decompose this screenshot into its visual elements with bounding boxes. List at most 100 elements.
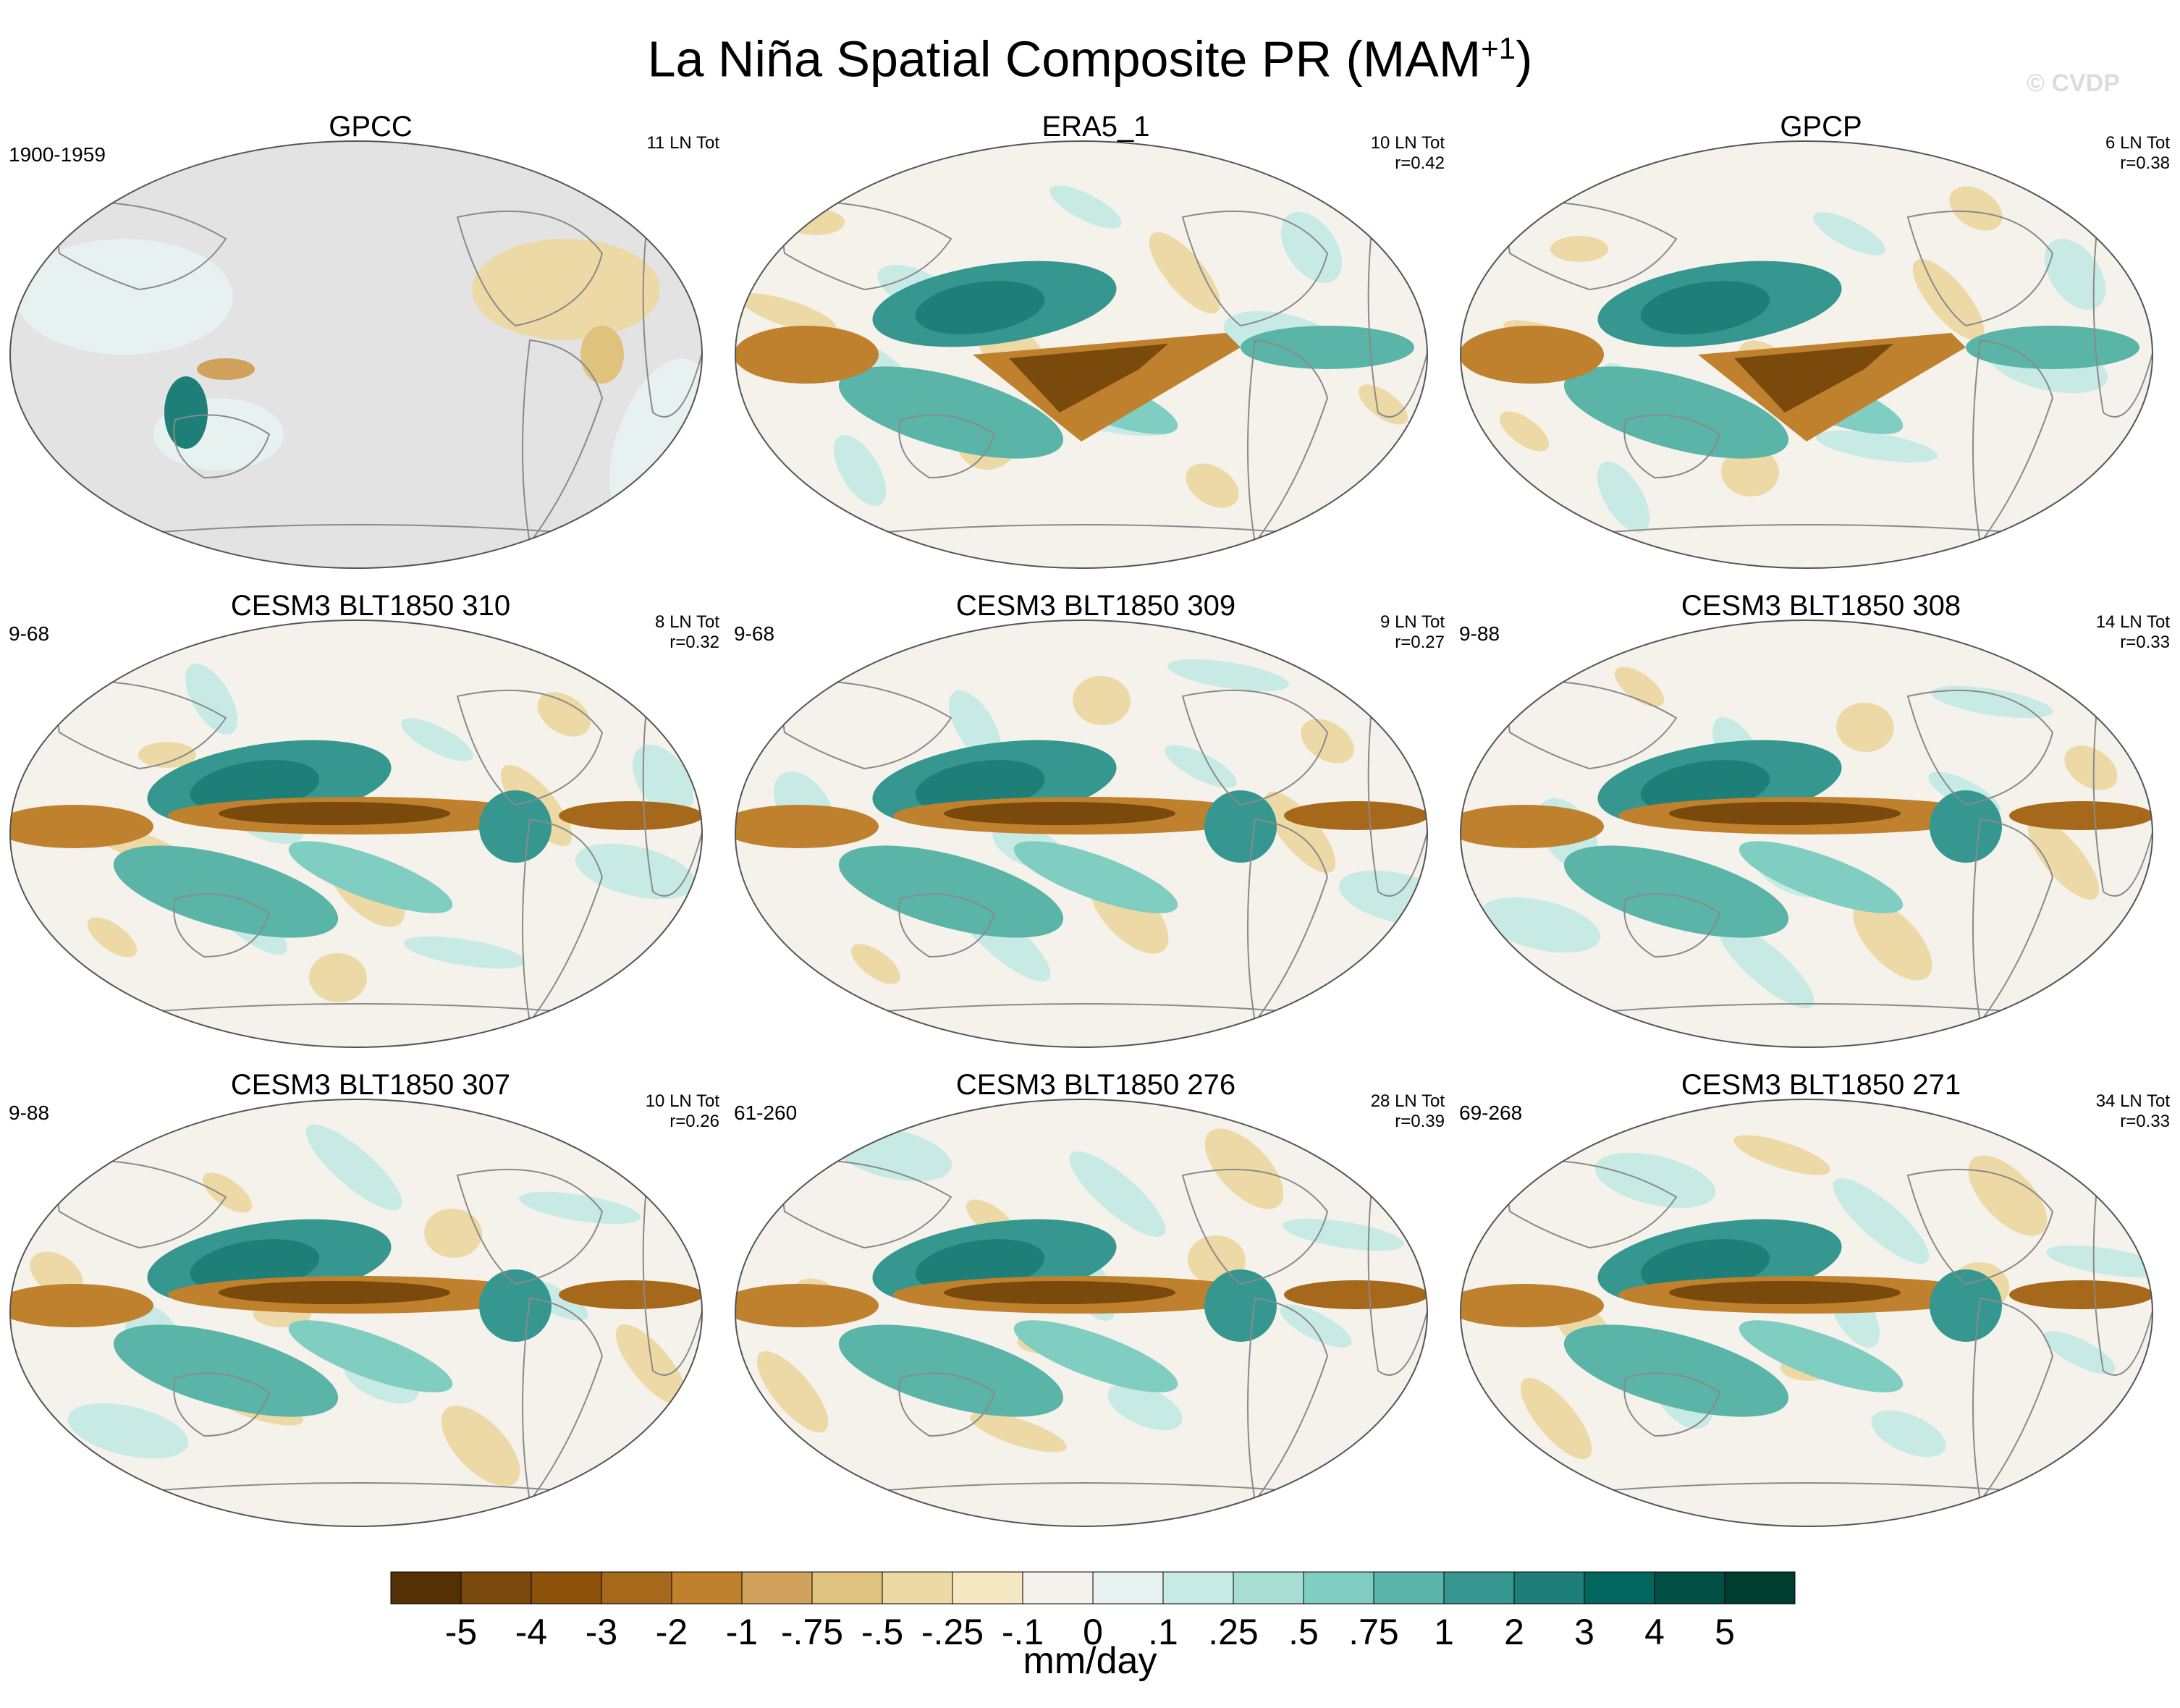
continent-outline [51, 680, 227, 770]
panel-stats: 6 LN Tot r=0.38 [2105, 133, 2170, 174]
map-globe [1460, 140, 2153, 569]
colorbar-swatch [882, 1571, 953, 1605]
dry-anomaly [944, 1281, 1175, 1304]
map-globe [9, 620, 703, 1048]
dry-anomaly [1669, 802, 1901, 825]
continent-outline [117, 1482, 603, 1494]
ln-total: 6 LN Tot [2105, 133, 2170, 153]
colorbar-swatch [952, 1571, 1023, 1605]
globe-border [1460, 140, 2153, 569]
title-close: ) [1516, 30, 1533, 88]
panel-title: CESM3 BLT1850 310 [230, 590, 511, 622]
wet-anomaly [1930, 790, 2002, 863]
continent-outline [1906, 1168, 2054, 1285]
continent-outline [1972, 818, 2054, 1024]
colorbar-swatch [460, 1571, 532, 1605]
wet-anomaly [1640, 281, 1770, 334]
anomaly-blob [1264, 791, 1336, 874]
pattern-correlation: r=0.26 [669, 1112, 719, 1131]
continent-outline [117, 524, 603, 536]
globe-border [735, 140, 1428, 569]
dry-anomaly [219, 1281, 450, 1304]
globe-border [1460, 1099, 2153, 1527]
continent-outline [456, 210, 604, 327]
continent-outline [842, 1003, 1328, 1015]
pattern-correlation: r=0.38 [2120, 153, 2170, 173]
colorbar-swatch [1584, 1571, 1655, 1605]
anomaly-blob [1167, 659, 1290, 692]
wet-anomaly [479, 1269, 552, 1342]
anomaly-blob [2043, 1331, 2116, 1374]
continent-outline [1567, 524, 2053, 536]
dry-anomaly [944, 802, 1175, 825]
wet-anomaly [288, 841, 453, 913]
anomaly-blob [401, 718, 473, 761]
anomaly-blob [1594, 1152, 1716, 1209]
colorbar-swatch [671, 1571, 743, 1605]
wet-anomaly [1738, 1320, 1904, 1392]
map-panel: CESM3 BLT1850 308 9-88 14 LN Tot r=0.33 [1459, 588, 2180, 1048]
map-globe [9, 140, 703, 569]
panel-title: CESM3 BLT1850 307 [230, 1069, 511, 1101]
dry-anomaly [1461, 805, 1604, 848]
continent-outline [1247, 1297, 1329, 1503]
dry-anomaly [219, 802, 450, 825]
map-panel: GPCP 6 LN Tot r=0.38 [1459, 109, 2180, 569]
continent-outline [173, 893, 271, 958]
continent-outline [456, 1168, 604, 1285]
dry-anomaly [1461, 326, 1604, 384]
continent-outline [1623, 893, 1721, 958]
panel-title: ERA5_1 [1042, 111, 1150, 143]
anomaly-blob [138, 742, 196, 768]
anomaly-blob [1718, 922, 1814, 1009]
colorbar-swatch [1724, 1571, 1796, 1605]
anomaly-blob [1165, 745, 1237, 788]
wet-anomaly [1204, 790, 1277, 863]
anomaly-blob [1479, 897, 1601, 953]
colorbar-swatch [601, 1571, 672, 1605]
wet-anomaly [113, 845, 339, 938]
cvdp-credit: © CVDP [2027, 69, 2120, 97]
panel-period-label: 61-260 [734, 1102, 798, 1124]
anomaly-blob [1049, 185, 1122, 229]
wet-anomaly [1563, 845, 1789, 938]
anomaly-blob [2044, 238, 2106, 310]
continent-outline [1623, 414, 1721, 479]
anomaly-blob [1614, 667, 1665, 707]
continent-outline [522, 339, 604, 545]
map-panel: CESM3 BLT1850 309 9-68 9 LN Tot r=0.27 [734, 588, 1458, 1048]
dry-anomaly [1284, 1280, 1427, 1309]
anomaly-blob [1520, 1377, 1592, 1460]
map-globe [735, 1099, 1428, 1527]
wet-anomaly [1204, 1269, 1277, 1342]
continent-outline [776, 680, 952, 770]
ln-total: 11 LN Tot [646, 133, 719, 153]
anomaly-blob [518, 1191, 641, 1225]
wet-anomaly [479, 790, 552, 863]
anomaly-blob [1597, 461, 1650, 533]
dry-anomaly [559, 1280, 702, 1309]
continent-outline [898, 1372, 996, 1437]
dry-anomaly [1009, 344, 1168, 413]
continent-outline [1972, 339, 2054, 545]
panel-stats: 28 LN Tot r=0.39 [1371, 1091, 1445, 1132]
anomaly-blob [1280, 211, 1343, 284]
pattern-correlation: r=0.39 [1395, 1112, 1445, 1131]
land-anomaly [16, 239, 233, 355]
globe-border [735, 620, 1428, 1048]
colorbar-swatch [1303, 1571, 1374, 1605]
continent-outline [1181, 210, 1329, 327]
colorbar-unit: mm/day [1023, 1640, 1157, 1682]
continent-outline [1247, 339, 1329, 545]
anomaly-blob [1930, 685, 2053, 719]
map-panel: CESM3 BLT1850 271 69-268 34 LN Tot r=0.33 [1459, 1067, 2180, 1527]
globe-border [9, 140, 703, 569]
anomaly-blob [403, 936, 526, 969]
ln-total: 28 LN Tot [1370, 1091, 1445, 1111]
dry-anomaly [735, 805, 879, 848]
continent-outline [1567, 1003, 2053, 1015]
anomaly-blob [441, 1405, 520, 1487]
panel-period-label: 9-88 [9, 1102, 50, 1124]
anomaly-blob [309, 952, 367, 1003]
anomaly-blob [1721, 447, 1779, 497]
